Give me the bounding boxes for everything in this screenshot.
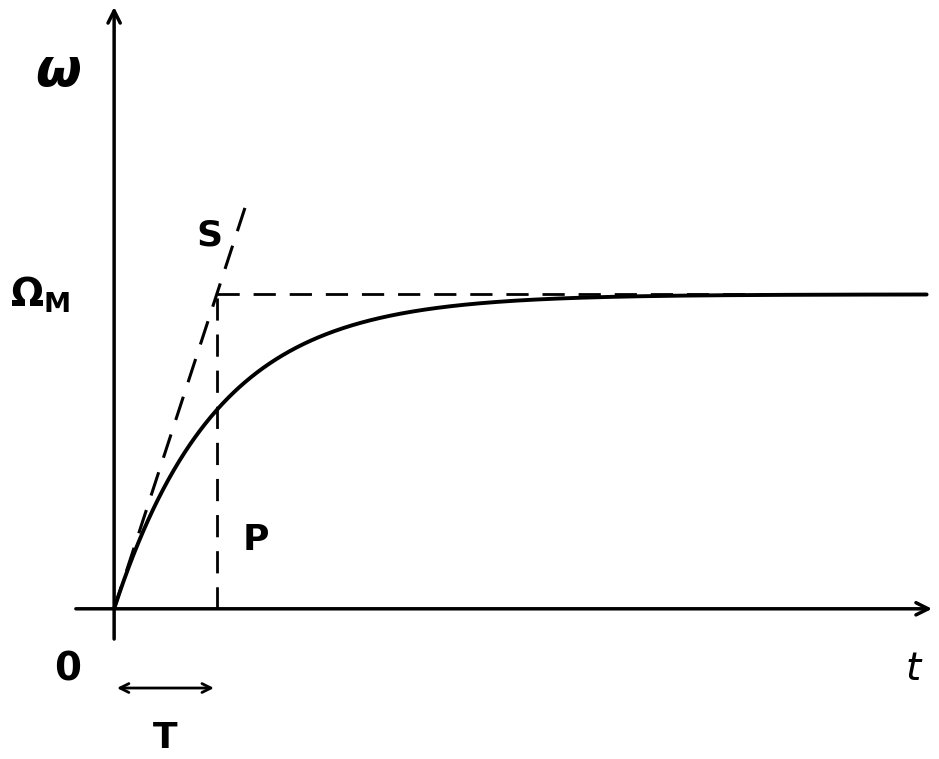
Text: $\mathbf{\Omega}_{\mathbf{M}}$: $\mathbf{\Omega}_{\mathbf{M}}$: [10, 274, 70, 314]
Text: $\mathit{t}$: $\mathit{t}$: [905, 650, 924, 688]
Text: $\mathbf{S}$: $\mathbf{S}$: [196, 218, 222, 252]
Text: $\mathbf{P}$: $\mathbf{P}$: [242, 523, 269, 556]
Text: $\mathbf{T}$: $\mathbf{T}$: [152, 721, 178, 755]
Text: $\boldsymbol{\omega}$: $\boldsymbol{\omega}$: [35, 46, 81, 97]
Text: $\mathbf{0}$: $\mathbf{0}$: [54, 650, 82, 688]
